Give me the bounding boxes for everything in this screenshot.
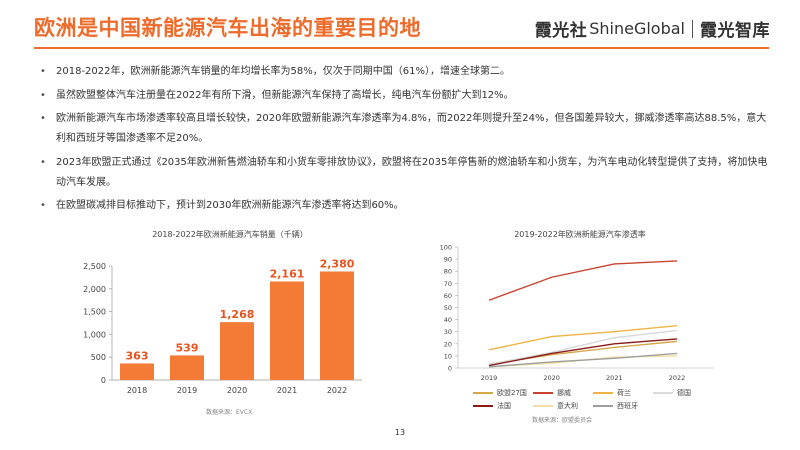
bar-y-tick-label: 0 — [101, 376, 106, 385]
line-chart-legend: 欧盟27国 挪威 荷兰 德国 法国 意大利 西班牙 — [473, 388, 713, 411]
legend-swatch — [653, 392, 673, 394]
bar-x-tick-label: 2021 — [277, 386, 297, 395]
brand-logo: 霞光社 ShineGlobal 霞光智库 — [535, 16, 770, 41]
bullet-list: 2018-2022年，欧洲新能源汽车销量的年均增长率为58%，仅次于同期中国（6… — [40, 62, 770, 220]
bar-x-tick-label: 2020 — [227, 386, 247, 395]
legend-item: 意大利 — [533, 401, 593, 411]
legend-swatch — [473, 405, 493, 407]
page-number: 13 — [394, 428, 406, 437]
bar-y-tick-label: 1,000 — [83, 330, 106, 339]
series-line — [488, 324, 678, 351]
line-y-tick-label: 100 — [440, 244, 452, 252]
line-y-tick-label: 0 — [448, 365, 452, 373]
series-line — [488, 352, 678, 368]
series-line — [488, 260, 678, 301]
line-y-tick-label: 50 — [444, 304, 452, 312]
legend-item: 荷兰 — [593, 388, 653, 398]
brand-divider — [692, 19, 693, 38]
line-x-tick-label: 2020 — [543, 374, 560, 382]
bar-x-tick-label: 2022 — [327, 386, 347, 395]
bar-chart-source: 数据来源：EVCX — [206, 409, 253, 416]
bar — [270, 281, 304, 380]
bar-y-tick-label: 1,500 — [83, 308, 106, 317]
line-y-tick-label: 10 — [444, 352, 452, 360]
legend-swatch — [533, 392, 553, 394]
legend-item: 德国 — [653, 388, 713, 398]
series-line — [488, 355, 678, 368]
brand-name-cn: 霞光社 — [534, 21, 588, 41]
bullet-item: 2023年欧盟正式通过《2035年欧洲新售燃油轿车和小货车零排放协议》，欧盟将在… — [40, 153, 770, 193]
line-y-tick-label: 60 — [444, 292, 452, 300]
line-x-tick-label: 2021 — [606, 374, 623, 382]
title-underline — [34, 47, 769, 49]
bar-y-tick-label: 500 — [91, 353, 106, 362]
line-chart-title: 2019-2022年欧洲新能源汽车渗透率 — [514, 230, 646, 239]
bar-chart-title: 2018-2022年欧洲新能源汽车销量（千辆） — [152, 230, 308, 239]
bullet-item: 虽然欧盟整体汽车注册量在2022年有所下滑，但新能源汽车保持了高增长，纯电汽车份… — [40, 86, 770, 106]
brand-think-tank: 霞光智库 — [700, 21, 770, 41]
bar-data-label: 539 — [176, 341, 199, 354]
line-y-tick-label: 30 — [444, 328, 452, 336]
legend-label: 荷兰 — [617, 389, 631, 397]
legend-swatch — [533, 405, 553, 407]
bar-x-tick-label: 2018 — [127, 386, 147, 395]
legend-item: 欧盟27国 — [473, 388, 533, 398]
page-title: 欧洲是中国新能源汽车出海的重要目的地 — [34, 16, 421, 40]
legend-label: 法国 — [497, 402, 511, 410]
legend-item: 法国 — [473, 401, 533, 411]
legend-label: 欧盟27国 — [497, 389, 527, 397]
bar — [320, 271, 354, 380]
series-line — [488, 340, 678, 366]
line-y-tick-label: 90 — [444, 256, 452, 264]
bar — [170, 355, 204, 380]
line-x-tick-label: 2022 — [669, 374, 686, 382]
line-y-tick-label: 20 — [444, 340, 452, 348]
line-y-tick-label: 80 — [444, 268, 452, 276]
bar-x-tick-label: 2019 — [177, 386, 197, 395]
legend-label: 意大利 — [557, 402, 578, 410]
legend-label: 西班牙 — [617, 402, 638, 410]
legend-item: 西班牙 — [593, 401, 653, 411]
legend-label: 德国 — [677, 389, 691, 397]
bullet-item: 在欧盟碳减排目标推动下，预计到2030年欧洲新能源汽车渗透率将达到60%。 — [40, 196, 770, 216]
bar-data-label: 363 — [126, 349, 149, 362]
bar — [120, 363, 154, 380]
bar-data-label: 2,161 — [270, 267, 305, 280]
legend-swatch — [593, 405, 613, 407]
bar-y-tick-label: 2,500 — [83, 262, 106, 271]
brand-name-en: ShineGlobal — [589, 19, 685, 38]
legend-swatch — [473, 392, 493, 394]
line-y-tick-label: 70 — [444, 280, 452, 288]
legend-item: 挪威 — [533, 388, 593, 398]
bar — [220, 322, 254, 380]
line-x-tick-label: 2019 — [481, 374, 498, 382]
series-line — [488, 338, 678, 367]
line-chart-source: 数据来源：欧盟委员会 — [532, 417, 593, 424]
bar-data-label: 2,380 — [320, 257, 355, 270]
series-line — [488, 329, 678, 366]
bullet-item: 欧洲新能源汽车市场渗透率较高且增长较快，2020年欧盟新能源汽车渗透率为4.8%… — [40, 109, 770, 149]
legend-swatch — [593, 392, 613, 394]
bullet-item: 2018-2022年，欧洲新能源汽车销量的年均增长率为58%，仅次于同期中国（6… — [40, 62, 770, 82]
legend-label: 挪威 — [557, 389, 571, 397]
line-y-tick-label: 40 — [444, 316, 452, 324]
bar-y-tick-label: 2,000 — [83, 285, 106, 294]
bar-data-label: 1,268 — [220, 308, 255, 321]
